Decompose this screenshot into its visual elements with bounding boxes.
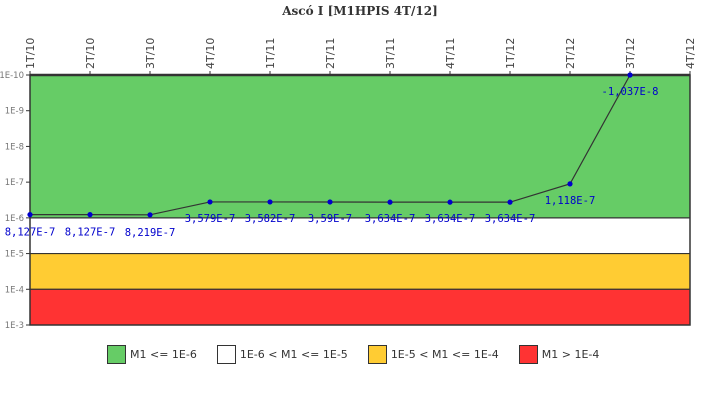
data-label: 8,127E-7 <box>65 227 116 239</box>
data-label: 3,582E-7 <box>245 213 296 225</box>
y-tick-label: 1E-4 <box>5 285 24 295</box>
y-tick-label: 1E-8 <box>5 142 24 152</box>
data-point <box>627 72 633 78</box>
data-label: 8,219E-7 <box>125 227 176 239</box>
data-label: 8,127E-7 <box>5 227 56 239</box>
chart-title: Ascó I [M1HPIS 4T/12] <box>282 4 438 18</box>
legend-label: 1E-6 < M1 <= 1E-5 <box>239 348 348 361</box>
band-2 <box>30 253 690 290</box>
legend: M1 <= 1E-6 1E-6 < M1 <= 1E-5 1E-5 < M1 <… <box>107 345 619 364</box>
band-1 <box>30 217 690 254</box>
legend-label: M1 <= 1E-6 <box>130 348 197 361</box>
x-tick-label: 1T/11 <box>264 38 277 69</box>
x-tick-label: 4T/10 <box>204 38 217 69</box>
data-point <box>87 212 93 218</box>
data-label: 1,118E-7 <box>545 195 596 207</box>
chart-plot: 1E-10 1E-9 1E-8 1E-7 1E-6 1E-5 1E-4 1E-3 1T/10 2T… <box>0 38 697 331</box>
legend-item-yellow: 1E-5 < M1 <= 1E-4 <box>367 345 499 364</box>
data-label: 3,579E-7 <box>185 213 236 225</box>
data-point <box>567 181 573 187</box>
legend-swatch <box>216 345 236 364</box>
legend-item-red: M1 > 1E-4 <box>518 345 600 364</box>
y-tick-label: 1E-3 <box>5 321 24 331</box>
data-point <box>147 212 153 218</box>
x-tick-label: 2T/12 <box>564 38 577 69</box>
x-tick-label: 1T/10 <box>24 38 37 69</box>
legend-item-green: M1 <= 1E-6 <box>107 345 197 364</box>
y-tick-label: 1E-9 <box>5 107 24 117</box>
x-tick-label: 4T/11 <box>444 38 457 69</box>
data-point <box>27 212 33 218</box>
x-tick-label: 3T/11 <box>384 38 397 69</box>
data-point <box>387 199 393 205</box>
data-label: -1,037E-8 <box>602 86 659 98</box>
legend-label: M1 > 1E-4 <box>541 348 600 361</box>
legend-item-white: 1E-6 < M1 <= 1E-5 <box>216 345 348 364</box>
data-label: 3,634E-7 <box>425 213 476 225</box>
data-label: 3,634E-7 <box>365 213 416 225</box>
legend-swatch <box>518 345 538 364</box>
data-point <box>207 199 213 205</box>
x-tick-label: 2T/11 <box>324 38 337 69</box>
legend-swatch <box>107 345 126 364</box>
y-tick-label: 1E-10 <box>0 71 24 81</box>
band-0 <box>30 75 690 218</box>
y-tick-label: 1E-6 <box>5 214 24 224</box>
data-point <box>507 199 513 205</box>
legend-swatch <box>367 345 387 364</box>
data-label: 3,59E-7 <box>308 213 352 225</box>
x-tick-label: 1T/12 <box>504 38 517 69</box>
x-tick-label: 4T/12 <box>684 38 697 69</box>
y-tick-label: 1E-5 <box>5 250 24 260</box>
x-tick-label: 2T/10 <box>84 38 97 69</box>
data-label: 3,634E-7 <box>485 213 536 225</box>
data-point <box>327 199 333 205</box>
x-tick-label: 3T/12 <box>624 38 637 69</box>
x-tick-label: 3T/10 <box>144 38 157 69</box>
data-point <box>447 199 453 205</box>
band-3 <box>30 289 690 325</box>
legend-label: 1E-5 < M1 <= 1E-4 <box>390 348 499 361</box>
y-tick-label: 1E-7 <box>5 178 24 188</box>
data-point <box>267 199 273 205</box>
